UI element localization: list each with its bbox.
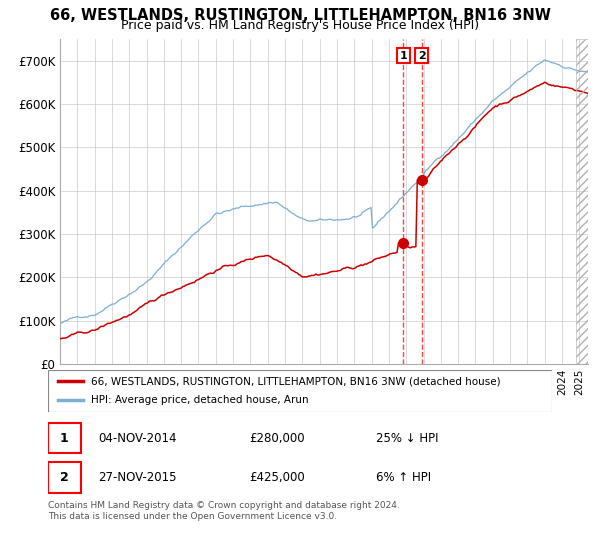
FancyBboxPatch shape xyxy=(48,423,81,454)
Text: 1: 1 xyxy=(400,50,407,60)
Text: 2: 2 xyxy=(60,471,68,484)
Text: 25% ↓ HPI: 25% ↓ HPI xyxy=(376,432,438,445)
Text: 66, WESTLANDS, RUSTINGTON, LITTLEHAMPTON, BN16 3NW (detached house): 66, WESTLANDS, RUSTINGTON, LITTLEHAMPTON… xyxy=(91,376,500,386)
Text: 1: 1 xyxy=(60,432,68,445)
Text: 6% ↑ HPI: 6% ↑ HPI xyxy=(376,471,431,484)
Text: 66, WESTLANDS, RUSTINGTON, LITTLEHAMPTON, BN16 3NW: 66, WESTLANDS, RUSTINGTON, LITTLEHAMPTON… xyxy=(50,8,550,24)
Text: £280,000: £280,000 xyxy=(250,432,305,445)
Text: £425,000: £425,000 xyxy=(250,471,305,484)
Text: 04-NOV-2014: 04-NOV-2014 xyxy=(98,432,177,445)
FancyBboxPatch shape xyxy=(48,370,552,412)
Text: 2: 2 xyxy=(418,50,425,60)
Text: HPI: Average price, detached house, Arun: HPI: Average price, detached house, Arun xyxy=(91,395,308,405)
Text: 27-NOV-2015: 27-NOV-2015 xyxy=(98,471,177,484)
Text: Contains HM Land Registry data © Crown copyright and database right 2024.
This d: Contains HM Land Registry data © Crown c… xyxy=(48,501,400,521)
FancyBboxPatch shape xyxy=(48,462,81,493)
Text: Price paid vs. HM Land Registry's House Price Index (HPI): Price paid vs. HM Land Registry's House … xyxy=(121,19,479,32)
